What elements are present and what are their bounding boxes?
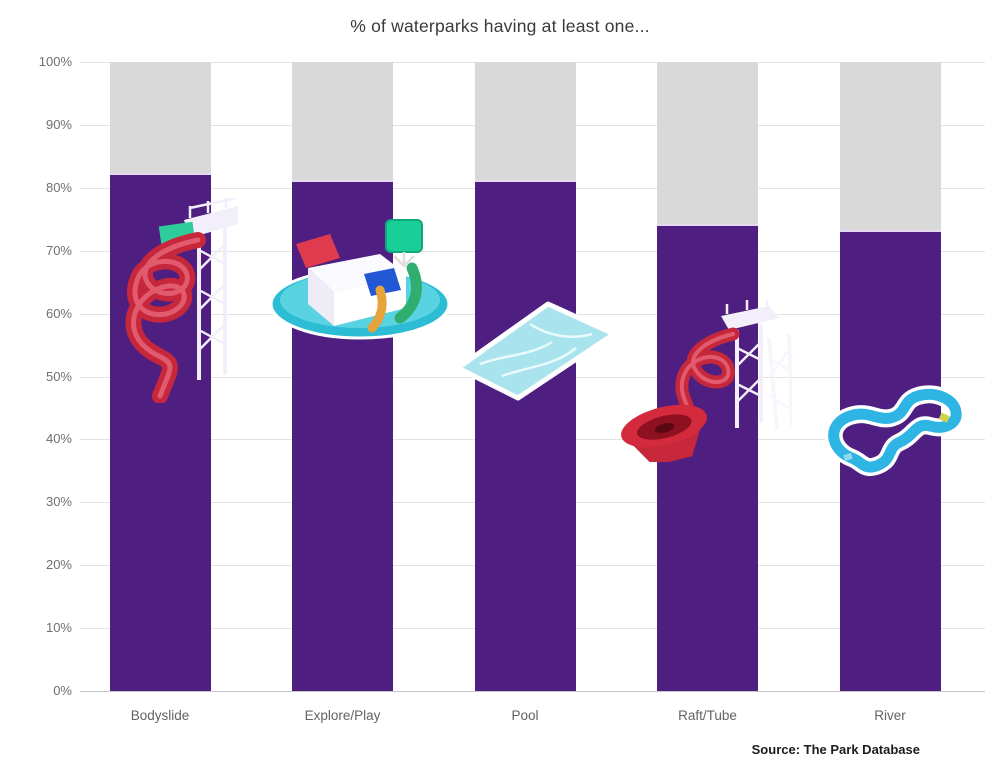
x-axis-label: Bodyslide xyxy=(130,708,190,723)
y-axis-tick-label: 10% xyxy=(45,620,72,636)
y-axis-tick-label: 90% xyxy=(45,116,72,132)
bar-remainder-segment xyxy=(657,62,758,226)
y-axis-tick-label: 0% xyxy=(53,683,72,698)
bar-remainder-segment xyxy=(292,62,393,182)
y-axis-tick-label: 40% xyxy=(45,431,72,447)
bar-value-segment xyxy=(657,225,758,691)
x-axis-label: Raft/Tube xyxy=(678,708,737,723)
bar-value-segment xyxy=(109,175,211,691)
x-axis-label: Explore/Play xyxy=(304,708,381,723)
bar-remainder-segment xyxy=(109,62,211,176)
y-axis-tick-label: 20% xyxy=(45,557,72,573)
bar-remainder-segment xyxy=(839,62,941,232)
bar-value-segment xyxy=(474,181,576,691)
y-axis-tick-label: 70% xyxy=(45,242,72,258)
y-axis-tick-label: 30% xyxy=(45,494,72,510)
bar-remainder-segment xyxy=(474,62,576,182)
y-axis-tick-label: 100% xyxy=(38,54,72,69)
x-axis-label: River xyxy=(874,708,906,723)
y-axis-tick-label: 50% xyxy=(45,368,72,384)
chart-title: % of waterparks having at least one... xyxy=(350,16,650,36)
grid-line xyxy=(80,691,985,692)
x-axis-label: Pool xyxy=(511,708,539,723)
source-note: Source: The Park Database xyxy=(751,742,920,757)
bar-value-segment xyxy=(292,181,393,691)
y-axis-tick-label: 60% xyxy=(45,305,72,321)
bar-value-segment xyxy=(839,231,941,691)
y-axis-tick-label: 80% xyxy=(45,179,72,195)
